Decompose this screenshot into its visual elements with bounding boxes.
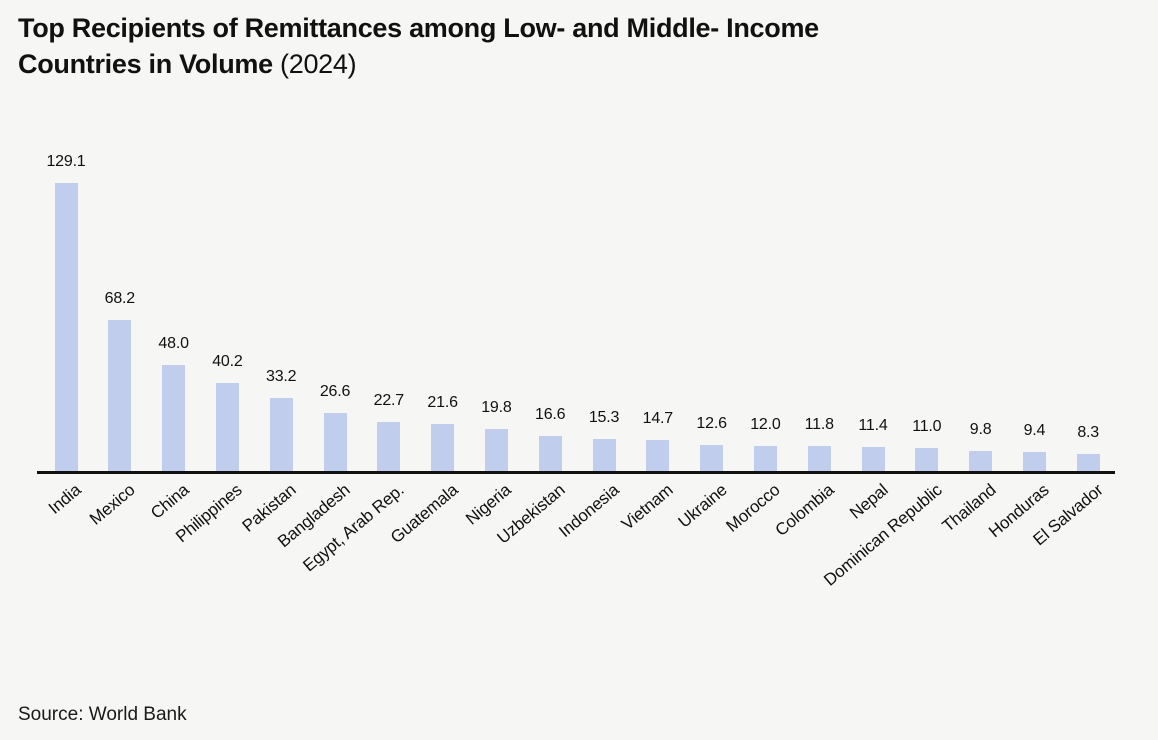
bar-colombia (807, 446, 831, 473)
x-axis-label: Vietnam (617, 480, 677, 534)
chart-title-year: (2024) (280, 49, 357, 79)
bar-nigeria (484, 428, 508, 473)
bar-value-label: 68.2 (104, 289, 136, 307)
x-axis-label: India (44, 480, 85, 518)
bar-bangladesh (323, 413, 347, 473)
bar-indonesia (592, 438, 616, 473)
chart-title-line2: Countries in Volume (18, 49, 273, 79)
bar-dominican-republic (915, 448, 939, 473)
x-axis-label: Nepal (846, 480, 892, 523)
bar-value-label: 11.4 (858, 417, 888, 435)
bar-morocco (753, 446, 777, 473)
bar-value-label: 11.0 (912, 418, 942, 436)
bar-value-label: 48.0 (158, 335, 189, 353)
x-axis-label: Colombia (771, 480, 838, 540)
bar-honduras (1022, 451, 1046, 473)
x-axis-label: China (146, 480, 193, 523)
bar-value-label: 12.6 (696, 414, 727, 432)
bar-value-label: 26.6 (319, 383, 351, 401)
source-note: Source: World Bank (18, 704, 187, 725)
bar-value-label: 33.2 (266, 368, 297, 386)
bar-pakistan (269, 398, 293, 473)
chart-title-line1: Top Recipients of Remittances among Low-… (18, 13, 819, 43)
bar-value-label: 22.7 (373, 392, 405, 409)
chart-title: Top Recipients of Remittances among Low-… (18, 10, 819, 82)
bar-china (162, 365, 186, 473)
bar-philippines (215, 382, 239, 473)
bar-value-label: 21.6 (427, 394, 458, 412)
bar-thailand (969, 450, 993, 473)
bar-value-label: 19.8 (481, 398, 512, 416)
bar-vietnam (646, 439, 670, 473)
bar-nepal (861, 447, 885, 473)
bar-value-label: 11.8 (804, 416, 834, 434)
bar-value-label: 40.2 (212, 352, 243, 370)
bar-value-label: 9.4 (1023, 421, 1046, 439)
bar-guatemala (431, 424, 455, 473)
x-axis-label: Indonesia (555, 480, 623, 542)
x-axis-line (37, 471, 1115, 474)
bar-value-label: 9.8 (969, 420, 992, 438)
bar-value-label: 12.0 (750, 416, 781, 434)
bar-uzbekistan (538, 435, 562, 473)
bar-value-label: 16.6 (535, 405, 566, 423)
bar-value-label: 129.1 (46, 153, 86, 170)
bar-value-label: 8.3 (1077, 424, 1100, 442)
bar-value-label: 15.3 (588, 408, 620, 426)
bar-mexico (108, 319, 132, 473)
x-axis-label: Ukraine (674, 480, 731, 532)
bar-india (54, 183, 78, 473)
bar-value-label: 14.7 (642, 409, 674, 427)
bar-egypt-arab-rep (377, 422, 401, 473)
x-axis-label: Mexico (85, 480, 139, 529)
bar-ukraine (700, 444, 724, 473)
bar-el-salvador (1076, 454, 1100, 473)
